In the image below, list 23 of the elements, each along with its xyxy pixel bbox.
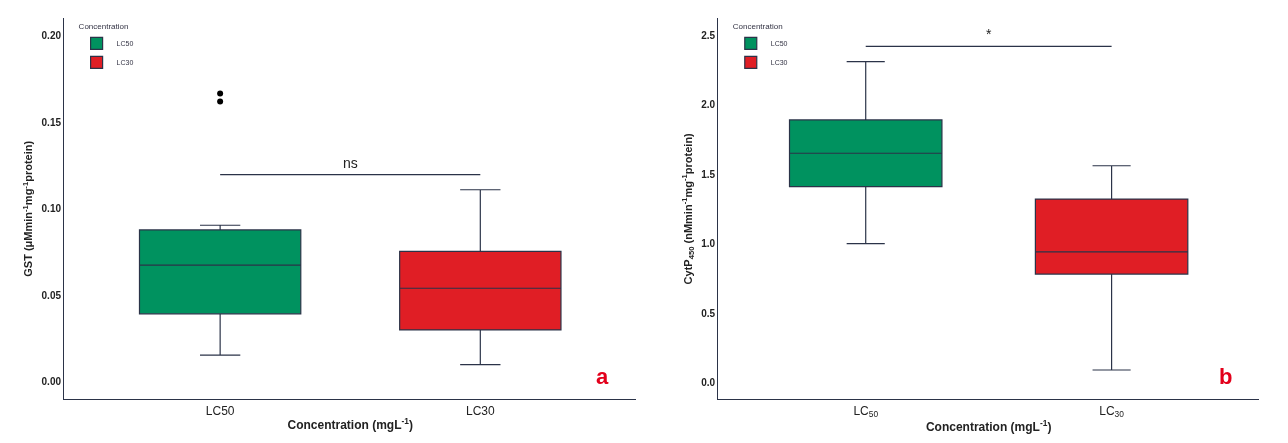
y-tick-label: 0.15	[41, 116, 62, 128]
x-tick-label: LC$_{50}$	[853, 403, 879, 420]
y-tick-label: 0.05	[41, 289, 62, 301]
x-tick-label: LC50	[205, 403, 235, 418]
x-tick-label: LC$_{30}$	[1099, 403, 1125, 420]
annotation: *	[986, 26, 992, 42]
legend-title: Concentration	[78, 21, 129, 31]
y-tick-label: 0.5	[701, 307, 716, 319]
y-tick-label: 1.5	[701, 168, 716, 180]
y-tick-label: 0.00	[41, 376, 62, 388]
y-tick-label: 2.5	[701, 29, 716, 41]
annotation: ns	[343, 155, 358, 171]
x-axis-title: Concentration (mgL$^{-1}$)	[287, 416, 413, 433]
y-tick-label: 0.10	[41, 203, 62, 215]
x-axis-title: Concentration (mgL$^{-1}$)	[925, 417, 1052, 434]
annotation: a	[596, 364, 609, 389]
annotation: b	[1219, 364, 1233, 389]
x-tick-label: LC30	[465, 403, 495, 418]
legend-title: Concentration	[732, 21, 783, 31]
y-tick-label: 1.0	[701, 238, 716, 250]
y-tick-label: 0.20	[41, 30, 62, 42]
y-tick-label: 0.0	[701, 376, 716, 388]
y-tick-label: 2.0	[701, 99, 716, 111]
